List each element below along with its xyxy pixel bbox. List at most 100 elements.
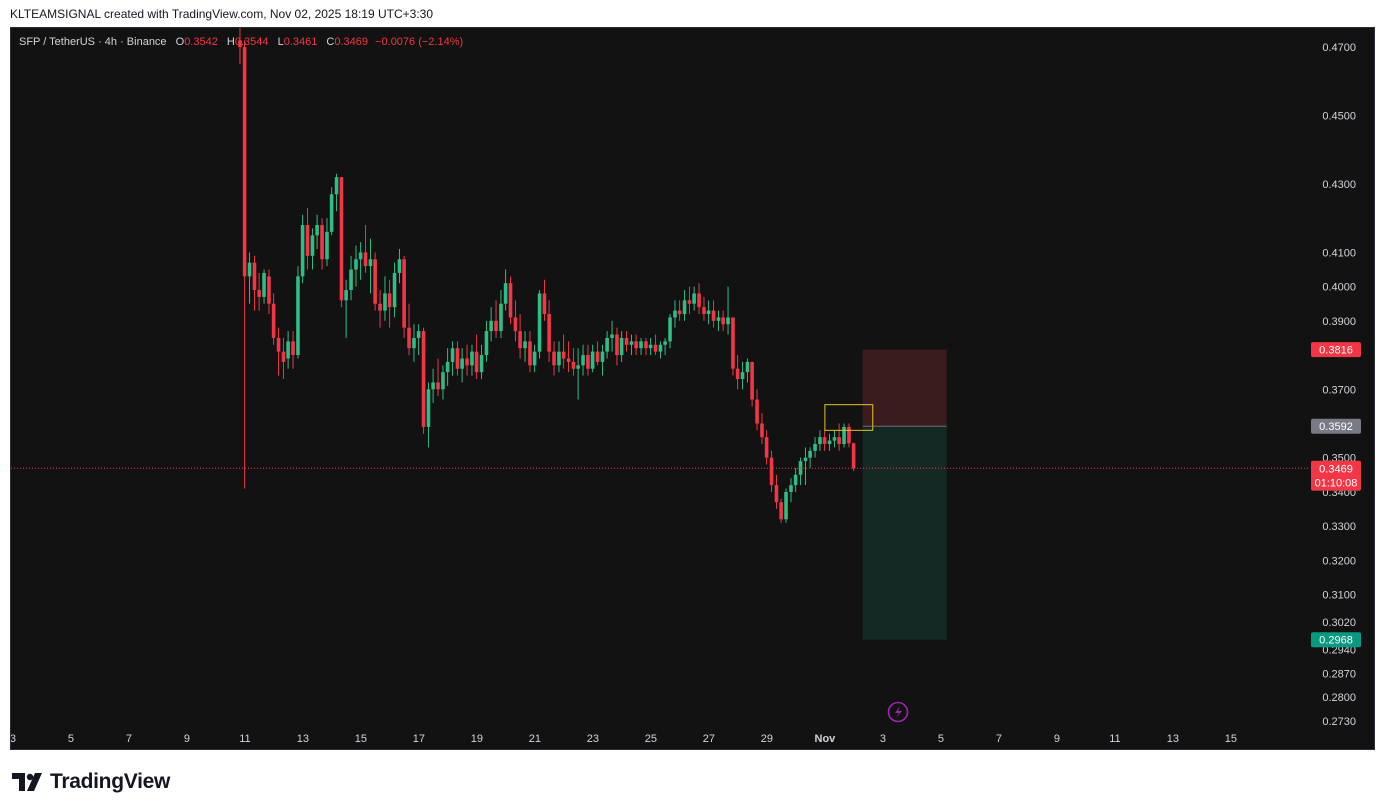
candle-body (499, 303, 503, 332)
candle (648, 337, 653, 356)
candle-body (383, 293, 387, 311)
open-value: 0.3542 (184, 36, 218, 48)
candle-body (310, 235, 315, 256)
candle-body (305, 225, 310, 256)
candle-body (378, 303, 382, 311)
price-marker: 0.2968 (1311, 632, 1361, 648)
candle (445, 348, 450, 386)
candle-body (542, 293, 547, 314)
time-tick-label: 9 (184, 733, 190, 745)
candle (300, 214, 305, 284)
candle-body (847, 426, 851, 444)
candle-body (416, 331, 421, 338)
candle (566, 341, 571, 373)
price-tick-label: 0.4700 (1322, 42, 1356, 54)
candle (392, 262, 397, 318)
candle (315, 214, 319, 249)
candle (832, 430, 837, 448)
price-tick-label: 0.2940 (1322, 644, 1356, 656)
candle (595, 341, 600, 366)
candlestick-chart[interactable]: 0.4700 0.4500 0.4300 0.4100 0.4000 0.3900 0.37… (11, 28, 1374, 749)
time-tick-label: 17 (413, 733, 425, 745)
candle-body (257, 290, 261, 297)
candle (513, 300, 518, 342)
candle (740, 361, 745, 390)
candle-body (634, 341, 638, 349)
candle-body (358, 252, 363, 260)
open-label: O (175, 36, 185, 48)
candle (528, 331, 532, 373)
lightning-icon-ring (887, 701, 909, 723)
candle (581, 344, 585, 376)
candle-body (387, 293, 392, 308)
candle-body (803, 457, 808, 462)
candle (354, 245, 358, 287)
candle (358, 242, 363, 280)
candle (252, 255, 257, 311)
candle-body (673, 310, 677, 318)
candle-body (532, 351, 537, 366)
symbol-label: SFP / TetherUS · 4h · Binance (19, 36, 167, 48)
bar-countdown-label: 01:10:08 (1315, 477, 1358, 489)
candle (238, 28, 242, 65)
price-marker-badge (1311, 342, 1361, 358)
close-value: 0.3469 (334, 36, 369, 48)
candle (450, 341, 455, 376)
candle (764, 430, 769, 465)
tradingview-wordmark: TradingView (50, 770, 171, 793)
position-zones (862, 349, 947, 640)
candle (610, 320, 614, 352)
candle (421, 327, 426, 434)
candle (305, 207, 310, 270)
candle-body (315, 225, 319, 236)
candle-body (600, 351, 605, 362)
candle (644, 337, 648, 356)
candle-body (624, 337, 629, 345)
candle (499, 290, 503, 338)
candle-body (590, 351, 595, 369)
candle-body (702, 307, 706, 314)
candle-body (726, 317, 730, 325)
price-tick-label: 0.4000 (1322, 282, 1356, 294)
candle (615, 327, 619, 366)
price-tick-label: 0.2870 (1322, 668, 1356, 680)
candle-body (528, 341, 532, 366)
candle-body (784, 491, 788, 520)
candle (687, 286, 692, 314)
highlight-box (824, 404, 874, 431)
candle-body (605, 337, 609, 352)
candle (760, 413, 764, 445)
candle-body (441, 372, 445, 390)
candle (808, 447, 812, 468)
candle-body (470, 351, 474, 366)
candle (281, 337, 286, 379)
price-marker: 0.3592 (1311, 418, 1361, 434)
time-tick-label: 5 (68, 733, 74, 745)
candle-body (648, 344, 653, 349)
candle-body (818, 437, 822, 445)
candle (706, 300, 711, 325)
candle-body (793, 474, 798, 486)
time-tick-label: 25 (645, 733, 657, 745)
candle-body (552, 351, 556, 366)
tradingview-logo[interactable]: TradingView (12, 768, 170, 796)
candle-body (755, 399, 759, 424)
price-tick-label: 0.4300 (1322, 179, 1356, 191)
time-tick-label: 11 (1109, 733, 1120, 745)
candle (286, 331, 290, 369)
candle-body (808, 450, 812, 458)
time-tick-label: 21 (529, 733, 541, 745)
candle (774, 474, 779, 510)
symbol-legend: SFP / TetherUS · 4h · Binance O0.3542 H0… (19, 36, 463, 48)
time-axis: 3 5 7 9 11 13 15 17 19 21 23 25 27 29 Nov 3 5 7 9 11 13 15 (11, 733, 1237, 745)
candle (697, 283, 701, 314)
price-marker-badge (1311, 460, 1361, 491)
chart-pane[interactable]: 0.4700 0.4500 0.4300 0.4100 0.4000 0.3900 0.37… (10, 27, 1375, 750)
candle (489, 307, 493, 342)
candle (412, 324, 416, 362)
candle (663, 337, 667, 356)
candle (784, 488, 788, 523)
price-tick-label: 0.4500 (1322, 111, 1356, 123)
candle-body (750, 361, 754, 400)
candle (571, 348, 576, 376)
